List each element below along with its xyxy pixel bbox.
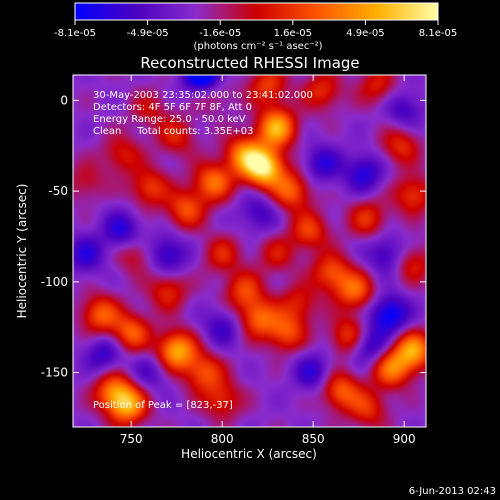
colorbar-tick-label: 4.9e-05 xyxy=(346,28,384,39)
y-tick-label: -100 xyxy=(41,275,68,289)
heatmap-image xyxy=(73,75,426,427)
x-tick-label: 900 xyxy=(393,432,416,446)
colorbar-unit-label: (photons cm⁻² s⁻¹ asec⁻²) xyxy=(193,41,322,52)
x-axis: 750 800 850 900 xyxy=(120,75,416,446)
x-tick-label: 750 xyxy=(120,432,143,446)
annotation-detectors: Detectors: 4F 5F 6F 7F 8F, Att 0 xyxy=(93,102,252,113)
annotations: 30-May-2003 23:35:02.000 to 23:41:02.000… xyxy=(93,90,313,411)
y-axis-label: Heliocentric Y (arcsec) xyxy=(15,184,29,319)
y-tick-label: -50 xyxy=(48,184,68,198)
colorbar-tick-label: -8.1e-05 xyxy=(54,28,96,39)
y-tick-label: 0 xyxy=(60,93,68,107)
annotation-energy-range: Energy Range: 25.0 - 50.0 keV xyxy=(93,114,246,125)
footer-date: 6-Jun-2013 02:43 xyxy=(409,486,496,497)
x-tick-label: 850 xyxy=(302,432,325,446)
plot-frame xyxy=(72,74,427,428)
colorbar-tick-label: 8.1e-05 xyxy=(419,28,457,39)
colorbar: -8.1e-05 -4.9e-05 -1.6e-05 1.6e-05 4.9e-05 8.… xyxy=(54,2,457,52)
colorbar-tick-label: -4.9e-05 xyxy=(127,28,169,39)
x-axis-label: Heliocentric X (arcsec) xyxy=(181,447,317,461)
annotation-clean-counts: Clean Total counts: 3.35E+03 xyxy=(93,126,253,137)
annotation-time-range: 30-May-2003 23:35:02.000 to 23:41:02.000 xyxy=(93,90,313,101)
x-tick-label: 800 xyxy=(211,432,234,446)
y-axis: 0 -50 -100 -150 xyxy=(41,93,426,380)
colorbar-tick-label: 1.6e-05 xyxy=(274,28,312,39)
y-tick-label: -150 xyxy=(41,366,68,380)
colorbar-gradient xyxy=(74,2,439,21)
peak-position-label: Position of Peak = [823,-37] xyxy=(93,400,233,411)
chart-title: Reconstructed RHESSI Image xyxy=(140,54,359,72)
colorbar-tick-label: -1.6e-05 xyxy=(199,28,241,39)
heatmap-area xyxy=(73,75,426,427)
